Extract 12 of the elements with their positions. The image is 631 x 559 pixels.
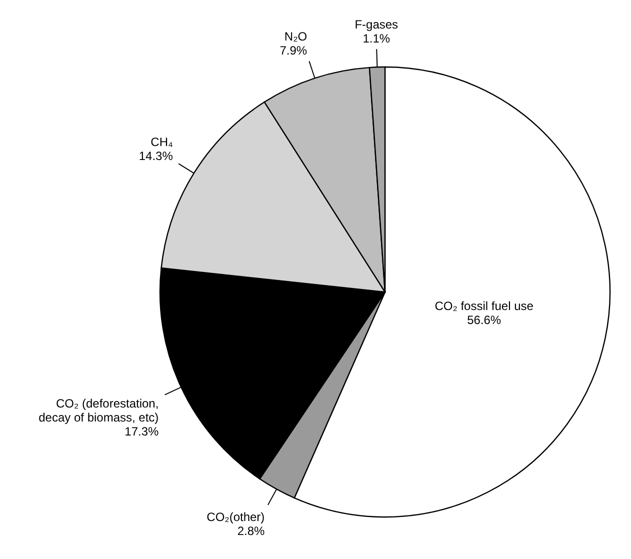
- data-label: 56.6%: [467, 312, 502, 327]
- data-label: 17.3%: [124, 424, 160, 439]
- data-label: 14.3%: [138, 149, 174, 164]
- data-label: 2.8%: [237, 524, 266, 538]
- data-label: 7.9%: [280, 44, 308, 58]
- slice-label: N₂O: [284, 30, 308, 44]
- slice-label: CO₂ fossil fuel use: [434, 298, 534, 313]
- slice-label: CH₄: [150, 135, 173, 150]
- slice-label: CO₂ (deforestation, decay of biomass, etc): [38, 396, 159, 425]
- data-label: 1.1%: [362, 31, 390, 46]
- slice-label: CO₂(other): [206, 510, 265, 524]
- slice-label: F-gases: [354, 17, 398, 32]
